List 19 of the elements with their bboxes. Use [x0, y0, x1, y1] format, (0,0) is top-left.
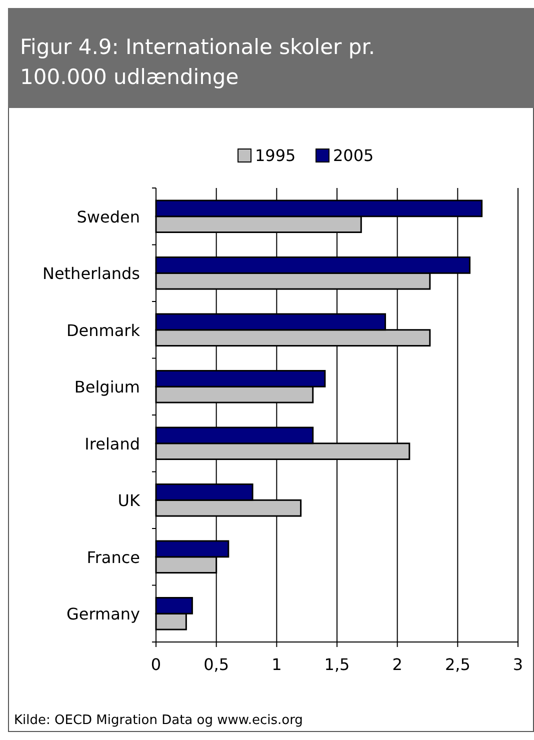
x-tick-label: 0,5: [204, 655, 230, 674]
y-tick-label: Belgium: [74, 378, 140, 397]
chart-title: Figur 4.9: Internationale skoler pr. 100.000 udlændinge: [20, 35, 376, 89]
x-tick-label: 2: [392, 655, 402, 674]
x-tick-label: 1,5: [324, 655, 350, 674]
y-tick-label: France: [86, 548, 140, 567]
legend-label: 1995: [255, 146, 296, 165]
text: Kilde: OECD Migration Data og www.ecis.org: [14, 713, 303, 728]
y-tick-label: Germany: [66, 604, 140, 624]
y-tick-label: Sweden: [76, 207, 140, 226]
y-tick-label: Ireland: [84, 434, 140, 454]
y-tick-label: Netherlands: [42, 264, 140, 284]
x-tick-label: 1: [272, 655, 282, 674]
x-tick-label: 3: [512, 655, 524, 674]
y-tick-label: UK: [118, 491, 141, 510]
x-tick-label: 0: [150, 655, 162, 674]
legend-label: 2005: [333, 146, 374, 165]
x-tick-label: 2,5: [444, 655, 470, 674]
y-tick-label: Denmark: [66, 320, 141, 340]
